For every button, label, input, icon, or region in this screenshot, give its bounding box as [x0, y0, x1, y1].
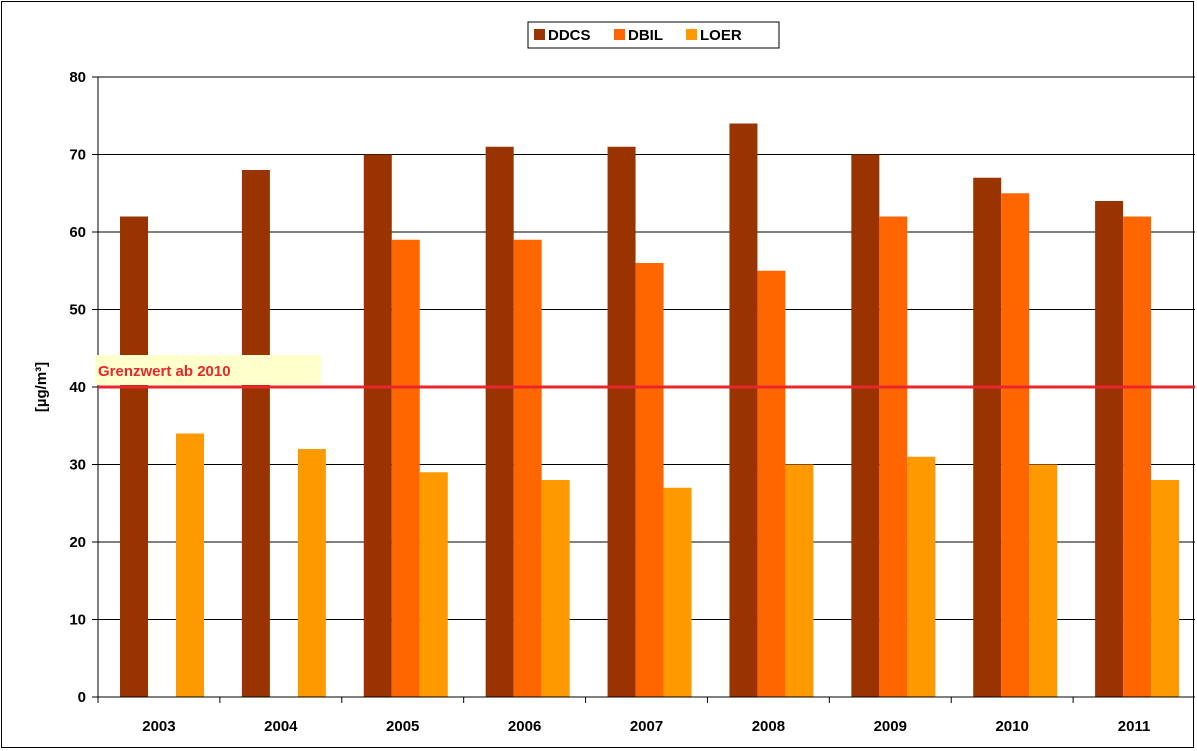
- x-tick-label: 2004: [264, 718, 298, 735]
- x-tick-label: 2006: [508, 718, 541, 735]
- legend-swatch-ddcs: [534, 29, 545, 40]
- y-tick-label: 20: [69, 534, 86, 551]
- bar-dbil-2005: [391, 239, 420, 697]
- legend-label-dbil: DBIL: [628, 27, 663, 44]
- bar-ddcs-2006: [485, 146, 514, 697]
- x-tick-label: 2010: [995, 718, 1028, 735]
- bar-ddcs-2009: [851, 154, 880, 697]
- bar-dbil-2006: [513, 239, 542, 697]
- bar-ddcs-2008: [729, 123, 758, 697]
- y-tick-label: 60: [69, 224, 86, 241]
- x-tick-label: 2007: [630, 718, 663, 735]
- bar-loer-2003: [176, 433, 204, 697]
- bar-loer-2006: [541, 480, 570, 697]
- x-tick-label: 2003: [142, 718, 175, 735]
- bar-dbil-2010: [1001, 193, 1030, 697]
- bar-dbil-2009: [879, 216, 908, 697]
- legend-swatch-loer: [686, 29, 697, 40]
- bar-loer-2008: [785, 464, 814, 697]
- y-tick-label: 80: [69, 69, 86, 86]
- legend-swatch-dbil: [614, 29, 625, 40]
- bar-loer-2010: [1029, 464, 1058, 697]
- bar-ddcs-2011: [1095, 201, 1124, 697]
- bar-ddcs-2004: [241, 170, 270, 697]
- bar-loer-2011: [1151, 480, 1180, 697]
- bar-dbil-2008: [757, 270, 786, 697]
- legend-label-ddcs: DDCS: [548, 27, 591, 44]
- bar-loer-2005: [419, 472, 448, 697]
- y-tick-label: 40: [69, 379, 86, 396]
- bar-dbil-2007: [635, 263, 664, 697]
- bar-loer-2009: [907, 456, 936, 697]
- x-tick-label: 2008: [752, 718, 785, 735]
- y-tick-labels: 0 10 20 30 40 50 60 70 80: [69, 69, 86, 706]
- y-tick-label: 30: [69, 457, 86, 474]
- legend-label-loer: LOER: [700, 27, 742, 44]
- x-tick-label: 2009: [874, 718, 907, 735]
- bar-loer-2007: [663, 487, 692, 697]
- bar-ddcs-2003: [120, 216, 148, 697]
- bar-ddcs-2007: [607, 146, 636, 697]
- y-axis-label: [µg/m³]: [33, 362, 50, 412]
- reference-line-label: Grenzwert ab 2010: [98, 363, 231, 380]
- y-tick-label: 0: [78, 689, 86, 706]
- y-tick-label: 50: [69, 302, 86, 319]
- x-tick-labels: 2003 2004 2005 2006 2007 2008 2009 2010 2011: [142, 718, 1150, 735]
- legend: DDCS DBIL LOER: [527, 21, 780, 49]
- bar-dbil-2011: [1123, 216, 1152, 697]
- legend-box: [527, 21, 780, 49]
- bar-ddcs-2005: [363, 154, 392, 697]
- y-tick-label: 70: [69, 147, 86, 164]
- bar-ddcs-2010: [973, 177, 1002, 697]
- bars: [120, 123, 1180, 697]
- reference-label-background: [95, 355, 321, 385]
- reference-line: Grenzwert ab 2010: [95, 355, 1195, 389]
- x-tick-label: 2011: [1118, 718, 1151, 735]
- x-tick-label: 2005: [386, 718, 419, 735]
- bar-loer-2004: [297, 449, 326, 697]
- y-tick-label: 10: [69, 612, 86, 629]
